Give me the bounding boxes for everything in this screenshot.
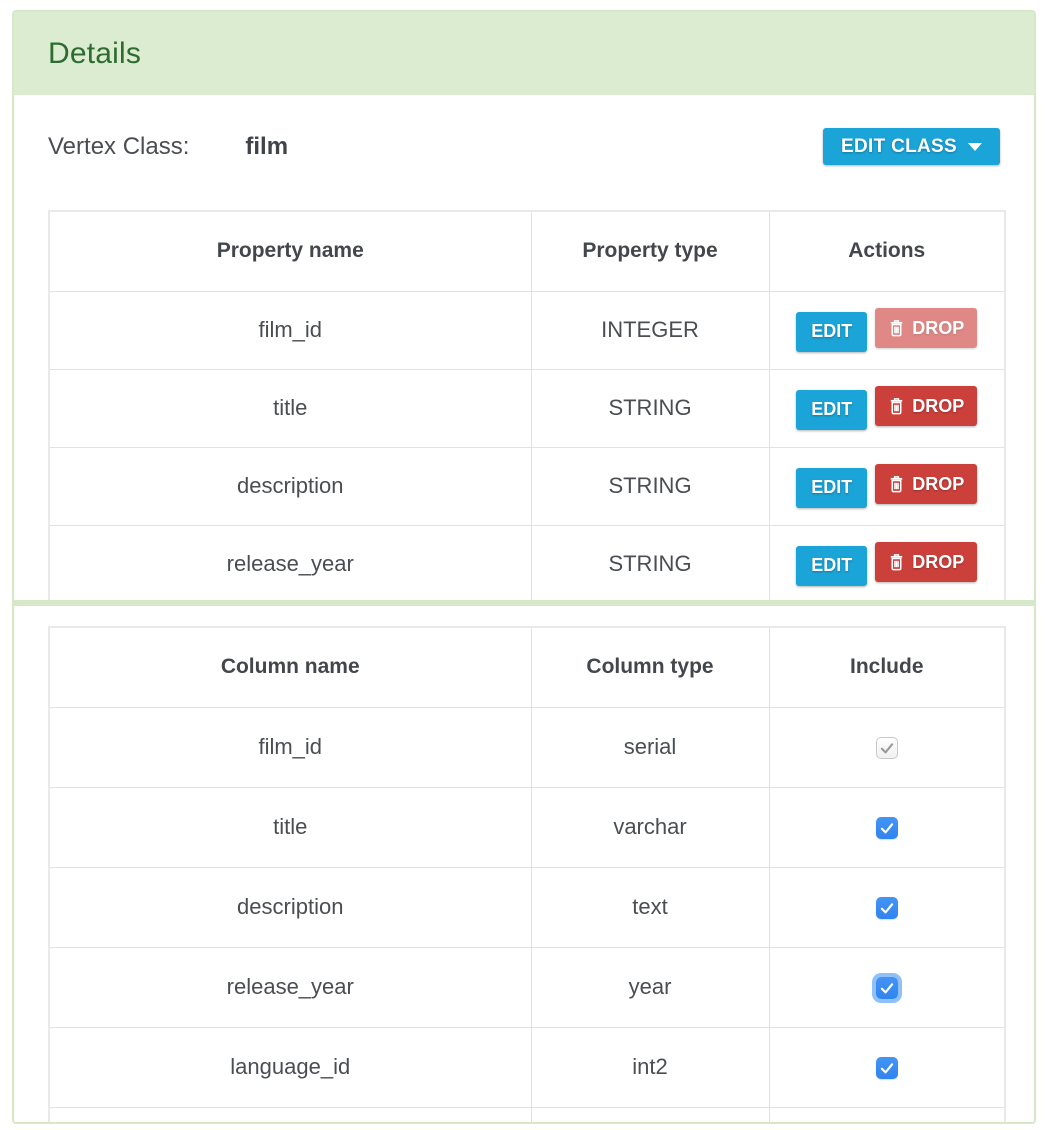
table-row: description text: [48, 866, 1006, 948]
include-checkbox[interactable]: [875, 897, 898, 920]
actions-cell: EDIT DROP: [768, 290, 1006, 370]
property-name-cell: title: [48, 368, 532, 448]
edit-class-button-label: EDIT CLASS: [841, 135, 957, 157]
property-name-cell: film_id: [48, 290, 532, 370]
table-row: description STRING EDIT DROP: [48, 446, 1006, 526]
column-type-cell: varchar: [530, 786, 770, 868]
property-name-cell: release_year: [48, 524, 532, 600]
drop-button[interactable]: DROP: [875, 386, 978, 427]
column-name-cell: release_year: [48, 946, 532, 1028]
table-row: release_year year: [48, 946, 1006, 1028]
columns-table: Column name Column type Include film_id …: [48, 626, 1006, 1122]
properties-table-header-row: Property name Property type Actions: [48, 210, 1006, 292]
column-type-cell: [530, 1106, 770, 1122]
panel-header: Details: [14, 12, 1034, 95]
table-row: title varchar: [48, 786, 1006, 868]
table-row: [48, 1106, 1006, 1122]
trash-icon: [891, 554, 903, 571]
include-cell: [768, 866, 1006, 948]
include-checkbox[interactable]: [875, 817, 898, 840]
actions-cell: EDIT DROP: [768, 524, 1006, 600]
column-name-cell: [48, 1106, 532, 1122]
column-name-cell: language_id: [48, 1026, 532, 1108]
column-name-cell: film_id: [48, 706, 532, 788]
column-header: Property name: [48, 210, 532, 292]
column-header: Actions: [768, 210, 1006, 292]
drop-button-label: DROP: [912, 395, 965, 416]
vertex-class-value: film: [245, 132, 289, 160]
property-type-cell: STRING: [530, 446, 770, 526]
table-row: title STRING EDIT DROP: [48, 368, 1006, 448]
include-cell: [768, 786, 1006, 868]
column-type-cell: text: [530, 866, 770, 948]
column-name-cell: title: [48, 786, 532, 868]
columns-section: Column name Column type Include film_id …: [14, 606, 1034, 1122]
include-cell: [768, 946, 1006, 1028]
edit-class-button[interactable]: EDIT CLASS: [823, 128, 1000, 165]
property-type-cell: STRING: [530, 524, 770, 600]
actions-cell: EDIT DROP: [768, 368, 1006, 448]
vertex-class-label: Vertex Class:: [48, 132, 190, 160]
column-header: Column name: [48, 626, 532, 708]
property-type-cell: INTEGER: [530, 290, 770, 370]
column-header: Property type: [530, 210, 770, 292]
vertex-class-row: Vertex Class: film EDIT CLASS: [48, 128, 1000, 165]
column-header: Include: [768, 626, 1006, 708]
include-checkbox[interactable]: [875, 1057, 898, 1080]
column-type-cell: year: [530, 946, 770, 1028]
page-title: Details: [48, 36, 142, 70]
drop-button-label: DROP: [912, 551, 965, 572]
include-cell: [768, 706, 1006, 788]
table-row: release_year STRING EDIT DROP: [48, 524, 1006, 600]
trash-icon: [891, 476, 903, 493]
include-checkbox[interactable]: [875, 977, 898, 1000]
column-type-cell: int2: [530, 1026, 770, 1108]
edit-button[interactable]: EDIT: [796, 389, 868, 430]
drop-button: DROP: [875, 308, 978, 349]
panel-divider: [14, 600, 1034, 606]
drop-button-label: DROP: [912, 473, 965, 494]
edit-button[interactable]: EDIT: [796, 467, 868, 508]
table-row: language_id int2: [48, 1026, 1006, 1108]
edit-button[interactable]: EDIT: [796, 545, 868, 586]
properties-table: Property name Property type Actions film…: [48, 210, 1006, 600]
vertex-section: Vertex Class: film EDIT CLASS Property n…: [14, 95, 1034, 600]
drop-button[interactable]: DROP: [875, 542, 978, 582]
table-row: film_id serial: [48, 706, 1006, 788]
trash-icon: [891, 320, 903, 337]
columns-table-header-row: Column name Column type Include: [48, 626, 1006, 708]
property-name-cell: description: [48, 446, 532, 526]
trash-icon: [891, 398, 903, 415]
actions-cell: EDIT DROP: [768, 446, 1006, 526]
include-checkbox: [875, 737, 898, 760]
column-name-cell: description: [48, 866, 532, 948]
property-type-cell: STRING: [530, 368, 770, 448]
column-header: Column type: [530, 626, 770, 708]
caret-down-icon: [968, 142, 982, 151]
column-type-cell: serial: [530, 706, 770, 788]
include-cell: [768, 1026, 1006, 1108]
details-panel: Details Vertex Class: film EDIT CLASS Pr…: [12, 10, 1036, 1124]
drop-button-label: DROP: [912, 317, 965, 338]
edit-button[interactable]: EDIT: [796, 311, 868, 352]
table-row: film_id INTEGER EDIT DROP: [48, 290, 1006, 370]
include-cell: [768, 1106, 1006, 1122]
drop-button[interactable]: DROP: [875, 464, 978, 505]
